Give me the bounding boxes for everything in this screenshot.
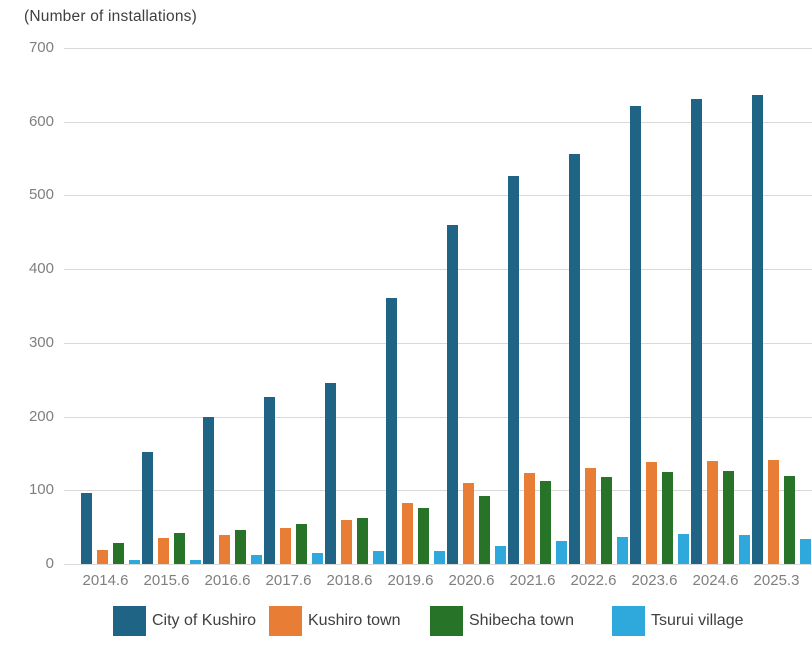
- legend-label: Kushiro town: [308, 611, 401, 629]
- x-tick-label-2023.6: 2023.6: [631, 572, 678, 589]
- bar-tsurui-village-2014.6: [129, 560, 140, 564]
- chart-title: (Number of installations): [24, 8, 197, 25]
- bar-city-of-kushiro-2021.6: [508, 175, 519, 564]
- bar-shibecha-town-2021.6: [540, 481, 551, 564]
- legend-swatch-icon: [430, 605, 463, 636]
- legend-swatch-icon: [269, 605, 302, 636]
- gridline-0: [64, 564, 812, 565]
- legend-swatch-icon: [612, 605, 645, 636]
- x-tick-label-2016.6: 2016.6: [204, 572, 251, 589]
- gridline-400: [64, 269, 812, 271]
- bar-shibecha-town-2018.6: [357, 517, 368, 564]
- bar-city-of-kushiro-2016.6: [203, 416, 214, 564]
- y-tick-label-200: 200: [28, 407, 54, 425]
- y-tick-label-100: 100: [28, 481, 54, 499]
- bar-shibecha-town-2016.6: [235, 530, 246, 564]
- gridline-200: [64, 416, 812, 418]
- bar-shibecha-town-2025.3: [784, 476, 795, 564]
- gridline-600: [64, 121, 812, 123]
- y-tick-label-700: 700: [28, 39, 54, 57]
- bar-shibecha-town-2017.6: [296, 524, 307, 564]
- bar-city-of-kushiro-2017.6: [264, 396, 275, 564]
- bar-kushiro-town-2023.6: [646, 461, 657, 564]
- bar-kushiro-town-2020.6: [463, 482, 474, 564]
- bar-shibecha-town-2024.6: [723, 471, 734, 564]
- y-tick-label-500: 500: [28, 186, 54, 204]
- bar-shibecha-town-2022.6: [601, 477, 612, 564]
- bar-city-of-kushiro-2025.3: [752, 95, 763, 564]
- y-tick-label-600: 600: [28, 112, 54, 130]
- x-tick-label-2022.6: 2022.6: [570, 572, 617, 589]
- x-tick-label-2014.6: 2014.6: [82, 572, 129, 589]
- bar-kushiro-town-2015.6: [158, 538, 169, 564]
- bar-kushiro-town-2018.6: [341, 519, 352, 564]
- y-tick-label-400: 400: [28, 260, 54, 278]
- bar-city-of-kushiro-2019.6: [386, 297, 397, 564]
- legend-label: Shibecha town: [469, 611, 574, 629]
- bar-kushiro-town-2017.6: [280, 527, 291, 564]
- legend-swatch-icon: [113, 605, 146, 636]
- x-tick-label-2015.6: 2015.6: [143, 572, 190, 589]
- bar-tsurui-village-2016.6: [251, 555, 262, 564]
- bar-shibecha-town-2014.6: [113, 542, 124, 564]
- bar-kushiro-town-2021.6: [524, 472, 535, 564]
- bar-shibecha-town-2019.6: [418, 507, 429, 564]
- gridline-700: [64, 48, 812, 50]
- bar-kushiro-town-2025.3: [768, 460, 779, 564]
- bar-city-of-kushiro-2018.6: [325, 383, 336, 564]
- bar-tsurui-village-2025.3: [800, 538, 811, 564]
- x-tick-label-2017.6: 2017.6: [265, 572, 312, 589]
- legend: City of Kushiro Kushiro town Shibecha town…: [0, 604, 812, 644]
- bar-tsurui-village-2023.6: [678, 533, 689, 564]
- bar-tsurui-village-2022.6: [617, 537, 628, 564]
- bar-tsurui-village-2024.6: [739, 534, 750, 564]
- bar-shibecha-town-2015.6: [174, 533, 185, 564]
- legend-item-tsurui-village: Tsurui village: [612, 604, 743, 637]
- legend-label: Tsurui village: [651, 611, 744, 629]
- gridline-100: [64, 490, 812, 492]
- legend-label: City of Kushiro: [152, 611, 257, 629]
- bar-shibecha-town-2020.6: [479, 496, 490, 564]
- x-tick-label-2021.6: 2021.6: [509, 572, 556, 589]
- bar-city-of-kushiro-2022.6: [569, 154, 580, 564]
- bar-kushiro-town-2019.6: [402, 502, 413, 564]
- bar-city-of-kushiro-2014.6: [81, 493, 92, 564]
- x-tick-label-2018.6: 2018.6: [326, 572, 373, 589]
- legend-item-shibecha-town: Shibecha town: [430, 604, 574, 637]
- bar-tsurui-village-2019.6: [434, 550, 445, 564]
- gridline-300: [64, 342, 812, 344]
- y-tick-label-0: 0: [45, 555, 54, 572]
- bar-tsurui-village-2015.6: [190, 559, 201, 564]
- legend-item-kushiro-town: Kushiro town: [269, 604, 401, 637]
- gridline-500: [64, 195, 812, 197]
- bar-kushiro-town-2014.6: [97, 549, 108, 564]
- bar-city-of-kushiro-2015.6: [142, 451, 153, 564]
- bar-kushiro-town-2022.6: [585, 468, 596, 564]
- bar-city-of-kushiro-2024.6: [691, 98, 702, 564]
- x-tick-label-2025.3: 2025.3: [753, 572, 800, 589]
- bar-tsurui-village-2018.6: [373, 551, 384, 564]
- bar-city-of-kushiro-2020.6: [447, 224, 458, 564]
- bar-tsurui-village-2020.6: [495, 546, 506, 564]
- bar-city-of-kushiro-2023.6: [630, 105, 641, 564]
- x-tick-label-2019.6: 2019.6: [387, 572, 434, 589]
- bar-tsurui-village-2017.6: [312, 552, 323, 564]
- x-tick-label-2024.6: 2024.6: [692, 572, 739, 589]
- x-tick-label-2020.6: 2020.6: [448, 572, 495, 589]
- legend-item-city-of-kushiro: City of Kushiro: [113, 604, 256, 637]
- bar-tsurui-village-2021.6: [556, 541, 567, 564]
- bar-kushiro-town-2024.6: [707, 460, 718, 564]
- bar-shibecha-town-2023.6: [662, 471, 673, 564]
- bar-kushiro-town-2016.6: [219, 535, 230, 564]
- y-tick-label-300: 300: [28, 333, 54, 351]
